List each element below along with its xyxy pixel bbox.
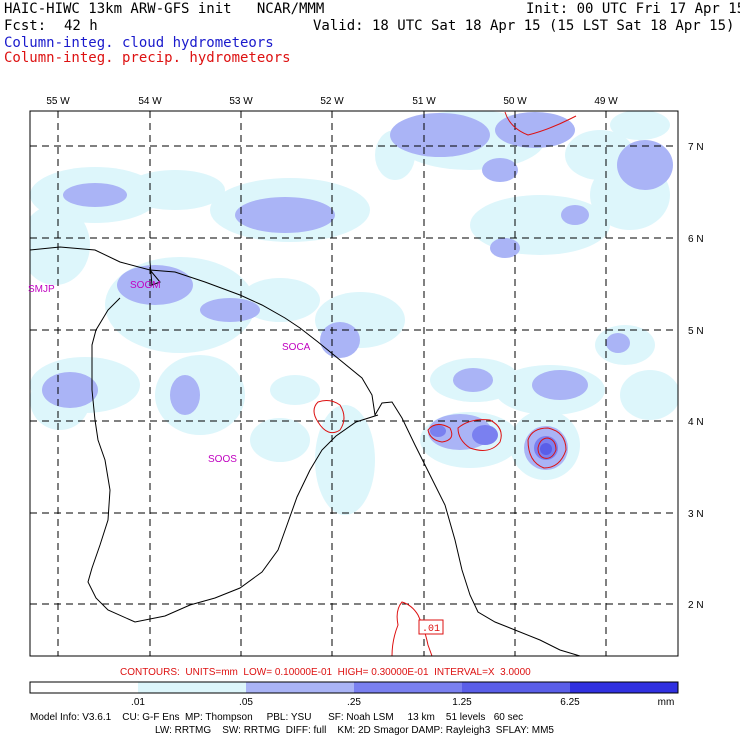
model-info-line2: LW: RRTMG SW: RRTMG DIFF: full KM: 2D Sm… — [155, 725, 554, 736]
lon-label: 52 W — [320, 96, 344, 107]
lon-label: 53 W — [229, 96, 253, 107]
lat-lon-grid — [30, 111, 678, 656]
cloud-field-title: Column-integ. cloud hydrometeors — [4, 35, 274, 51]
lon-label: 55 W — [46, 96, 70, 107]
valid-time: Valid: 18 UTC Sat 18 Apr 15 (15 LST Sat … — [313, 18, 735, 34]
colorbar-bin — [354, 682, 462, 693]
contour-label: .01 — [422, 624, 440, 635]
lon-label: 49 W — [594, 96, 618, 107]
colorbar-tick-label: 6.25 — [560, 697, 580, 708]
init-time: Init: 00 UTC Fri 17 Apr 15 — [526, 1, 740, 17]
precip-field-title: Column-integ. precip. hydrometeors — [4, 50, 291, 66]
lon-label: 50 W — [503, 96, 527, 107]
precip-contours — [313, 111, 577, 656]
lat-label: 7 N — [688, 142, 704, 153]
colorbar-bin — [246, 682, 354, 693]
contour-label-box — [418, 619, 444, 635]
colorbar-tick-label: .05 — [239, 697, 253, 708]
lat-label: 6 N — [688, 234, 704, 245]
colorbar-units: mm — [658, 697, 675, 708]
model-info-line1: Model Info: V3.6.1 CU: G-F Ens MP: Thomp… — [30, 712, 524, 723]
lat-label: 4 N — [688, 417, 704, 428]
model-title: HAIC-HIWC 13km ARW-GFS init NCAR/MMM — [4, 1, 325, 17]
lon-label: 51 W — [412, 96, 436, 107]
colorbar-bin — [138, 682, 246, 693]
colorbar-bin — [462, 682, 570, 693]
station-label: SMJP — [28, 284, 55, 295]
forecast-hour: 42 h — [64, 18, 98, 34]
station-label: SOOS — [208, 454, 237, 465]
station-label: SOGM — [130, 280, 161, 291]
station-label: SOCA — [282, 342, 311, 353]
colorbar-frame — [29, 681, 679, 694]
colorbar-bin — [30, 682, 138, 693]
lat-label: 2 N — [688, 600, 704, 611]
colorbar-tick-label: 1.25 — [452, 697, 472, 708]
colorbar — [29, 681, 679, 694]
lon-label: 54 W — [138, 96, 162, 107]
map-frame — [29, 110, 679, 657]
colorbar-bin — [570, 682, 678, 693]
colorbar-tick-label: .01 — [131, 697, 145, 708]
cloud-shading — [30, 111, 678, 515]
lat-label: 3 N — [688, 509, 704, 520]
contours-info: CONTOURS: UNITS=mm LOW= 0.10000E-01 HIGH… — [120, 667, 531, 678]
colorbar-tick-label: .25 — [347, 697, 361, 708]
coastline — [30, 246, 581, 656]
forecast-label: Fcst: — [4, 18, 47, 34]
lat-label: 5 N — [688, 326, 704, 337]
